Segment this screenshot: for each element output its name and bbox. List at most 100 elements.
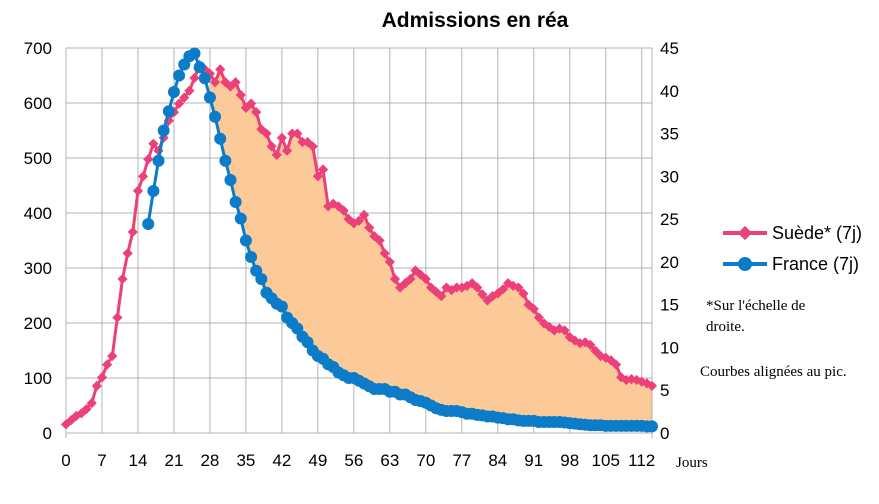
data-point-suede (132, 185, 144, 196)
data-point-france (646, 420, 658, 433)
data-point-suede (374, 235, 385, 246)
data-point-suede (137, 171, 149, 182)
data-point-france (245, 251, 258, 263)
y-left-tick-label: 300 (24, 259, 52, 278)
data-point-suede (307, 141, 318, 152)
data-point-suede (127, 226, 138, 238)
annotation-scale-note-1: *Sur l'échelle de (706, 298, 806, 314)
data-point-suede (297, 136, 308, 148)
data-point-suede (389, 273, 401, 285)
y-left-tick-label: 400 (24, 204, 52, 223)
legend-marker-suede (737, 225, 753, 241)
data-point-france (214, 132, 227, 145)
y-right-tick-label: 45 (660, 39, 679, 58)
annotation-peak-alignment: Courbes alignées au pic. (700, 364, 847, 380)
y-left-tick-label: 200 (24, 314, 52, 333)
data-point-france (157, 124, 170, 137)
data-point-france (275, 300, 288, 313)
legend-item-france: France (7j) (723, 254, 859, 274)
data-point-suede (312, 171, 323, 182)
data-point-suede (497, 284, 509, 295)
data-point-suede (585, 339, 596, 350)
data-point-france (198, 72, 211, 85)
data-point-suede (189, 72, 200, 84)
annotation-scale-note-2: droite. (706, 319, 745, 335)
x-tick-label: 56 (344, 451, 363, 470)
data-point-suede (261, 128, 272, 139)
x-tick-label: 77 (452, 451, 471, 470)
legend-marker-france (738, 257, 752, 271)
data-point-suede (513, 282, 524, 293)
data-point-france (147, 185, 160, 197)
data-point-suede (143, 154, 154, 165)
x-tick-label: 84 (488, 451, 507, 470)
y-left-tick-label: 500 (24, 149, 52, 168)
x-tick-label: 63 (380, 451, 399, 470)
data-point-suede (518, 288, 529, 299)
x-tick-label: 112 (628, 451, 655, 470)
data-point-suede (266, 141, 277, 152)
data-point-suede (559, 325, 570, 336)
x-axis-unit-label: Jours (676, 455, 708, 471)
data-point-france (173, 69, 186, 82)
x-tick-label: 105 (592, 451, 620, 470)
x-tick-label: 35 (236, 451, 255, 470)
data-point-suede (590, 345, 601, 356)
data-point-france (224, 174, 237, 186)
data-point-suede (173, 98, 185, 109)
data-point-suede (646, 380, 658, 392)
data-point-suede (472, 282, 483, 293)
data-point-suede (405, 273, 416, 285)
y-right-tick-label: 40 (660, 82, 679, 101)
data-point-france (188, 47, 201, 60)
x-tick-label: 0 (61, 451, 70, 470)
data-point-suede (364, 222, 375, 233)
legend-label-france: France (7j) (772, 254, 859, 274)
y-right-tick-label: 35 (660, 125, 679, 144)
data-point-suede (112, 312, 123, 323)
y-right-tick-label: 15 (660, 296, 679, 315)
x-tick-label: 14 (129, 451, 148, 470)
data-point-france (255, 273, 268, 285)
x-tick-label: 49 (308, 451, 327, 470)
data-point-suede (420, 273, 431, 285)
y-right-tick-label: 5 (660, 381, 669, 400)
data-point-france (142, 218, 155, 230)
data-point-suede (533, 312, 544, 323)
legend: Suède* (7j) France (7j) (723, 223, 862, 274)
axes: 0100200300400500600700051015202530354045… (24, 39, 679, 470)
data-point-suede (451, 282, 462, 293)
data-point-suede (477, 289, 488, 300)
x-tick-label: 70 (416, 451, 435, 470)
data-point-suede (271, 149, 282, 160)
x-tick-label: 91 (524, 451, 543, 470)
x-tick-label: 7 (97, 451, 106, 470)
data-point-france (229, 196, 242, 208)
series-layer (60, 47, 658, 433)
data-point-suede (91, 380, 102, 392)
data-point-suede (102, 359, 113, 370)
data-point-france (219, 154, 232, 167)
data-point-france (239, 234, 252, 247)
data-point-suede (122, 248, 133, 259)
data-point-suede (281, 145, 293, 156)
y-right-tick-label: 10 (660, 338, 679, 357)
y-right-tick-label: 0 (660, 424, 669, 443)
data-point-suede (117, 273, 128, 285)
data-point-suede (287, 128, 298, 139)
data-point-suede (359, 209, 370, 220)
y-left-tick-label: 600 (24, 94, 52, 113)
x-tick-label: 21 (164, 451, 183, 470)
data-point-suede (610, 359, 622, 370)
data-point-france (209, 110, 222, 123)
data-point-suede (245, 98, 257, 109)
y-left-tick-label: 700 (24, 39, 52, 58)
data-point-france (234, 212, 247, 225)
y-left-tick-label: 100 (24, 369, 52, 388)
x-tick-label: 28 (200, 451, 219, 470)
data-point-suede (215, 64, 226, 75)
y-right-tick-label: 30 (660, 167, 679, 186)
data-point-france (193, 61, 206, 74)
area-between-series (209, 69, 652, 427)
